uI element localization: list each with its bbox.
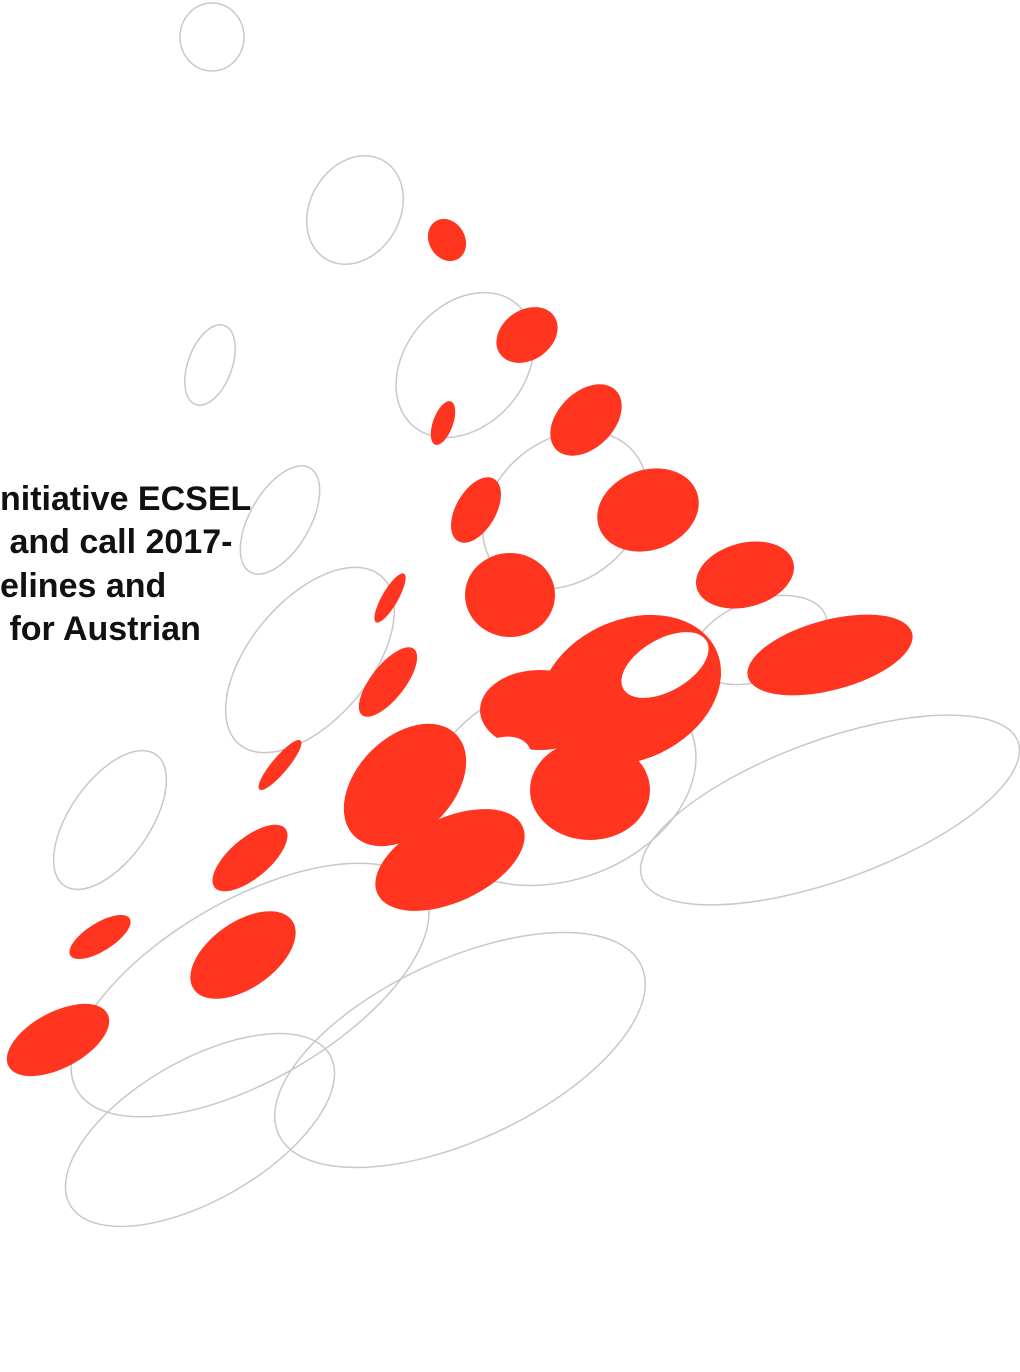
title-line: and call 2017- [0,523,232,561]
title: nitiative ECSEL and call 2017- elines an… [0,480,251,648]
red-shapes [6,218,913,1077]
title-line: elines and [0,567,166,605]
title-line: for Austrian [0,610,201,648]
title-line: nitiative ECSEL [0,480,251,518]
